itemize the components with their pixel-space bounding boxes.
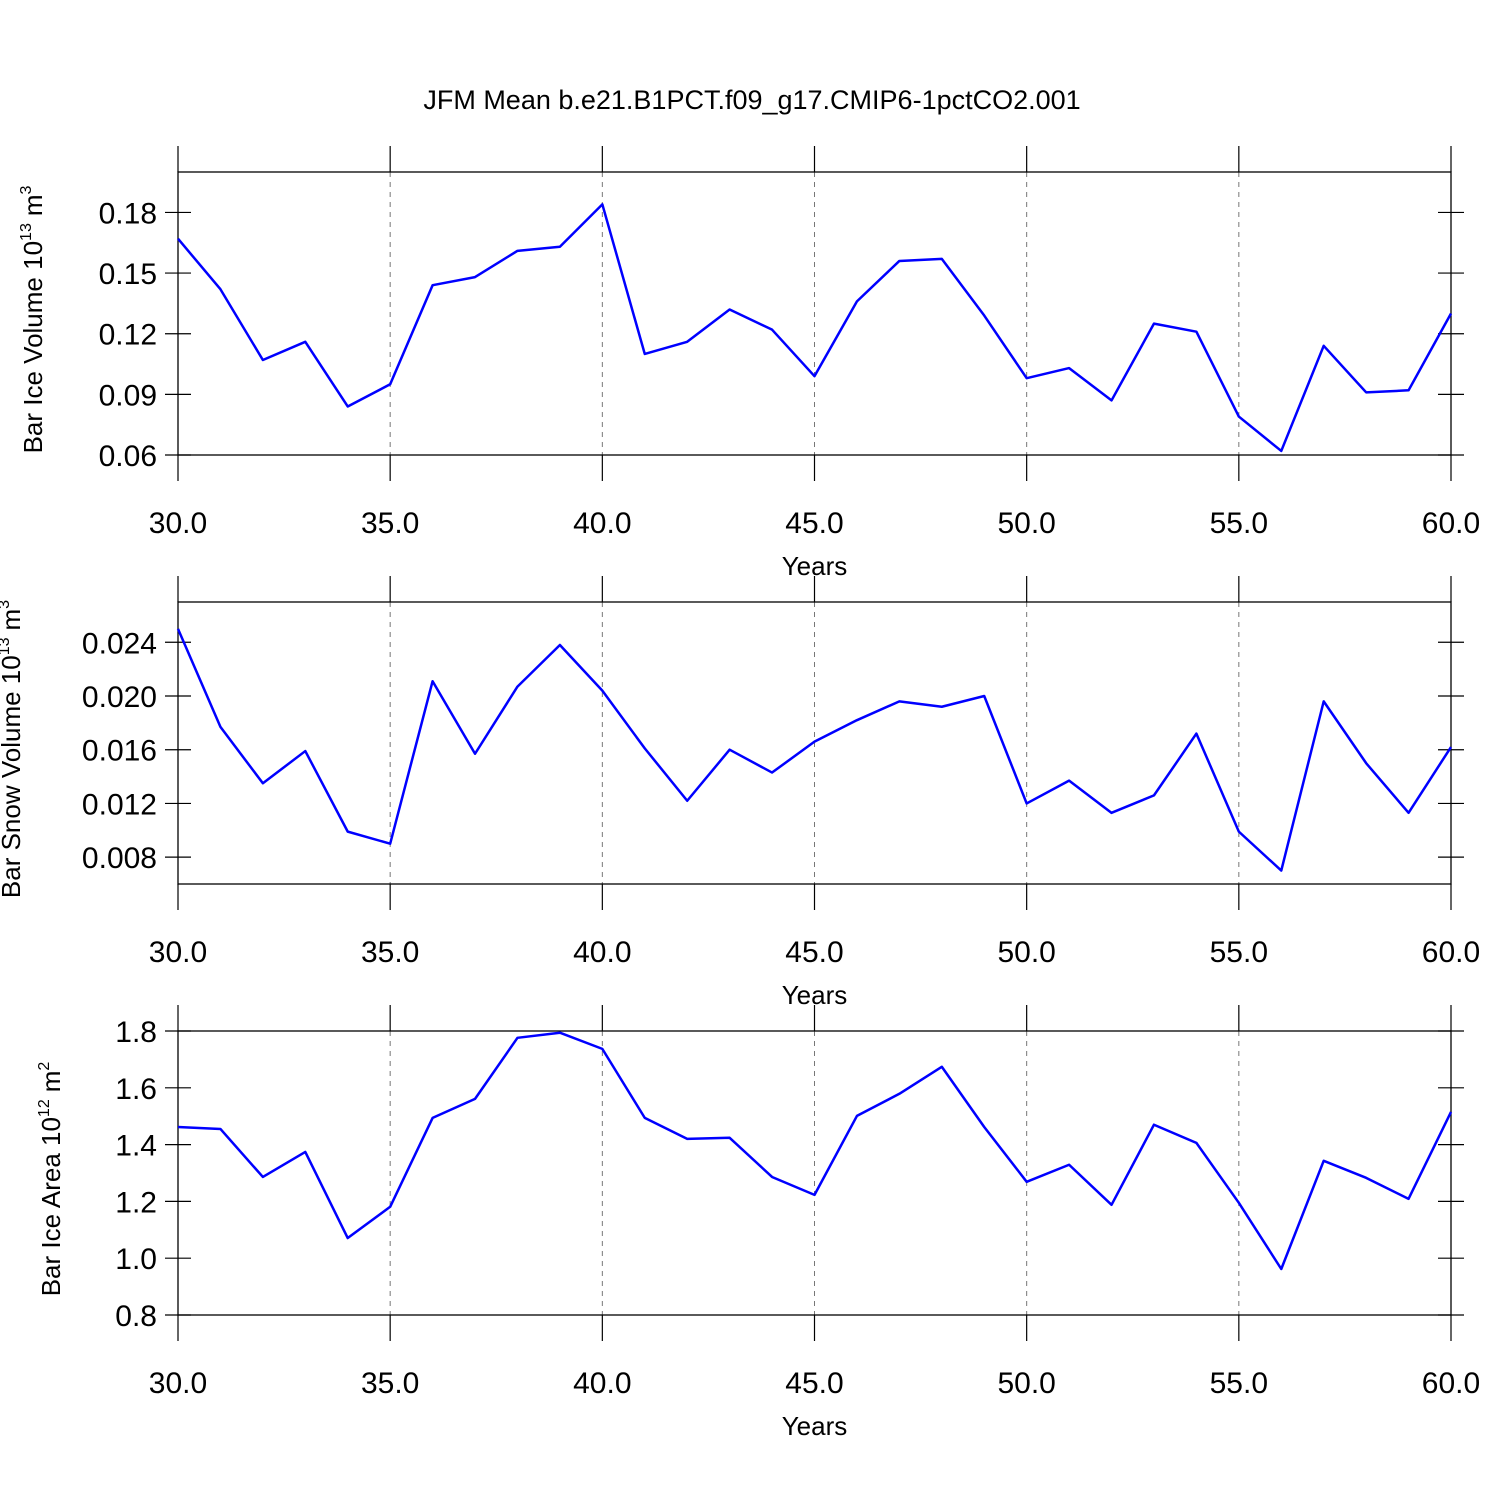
y-axis-title-exponent: 3	[0, 600, 13, 609]
y-axis-title-part: m	[36, 1071, 66, 1093]
y-tick-label: 1.4	[115, 1130, 157, 1163]
x-tick-label: 30.0	[149, 936, 207, 969]
x-tick-label: 55.0	[1210, 507, 1268, 540]
figure-title: JFM Mean b.e21.B1PCT.f09_g17.CMIP6-1pctC…	[423, 85, 1080, 115]
x-tick-label: 40.0	[573, 936, 631, 969]
y-axis-title-part: Bar Ice Area 10	[36, 1117, 66, 1296]
x-tick-label: 55.0	[1210, 936, 1268, 969]
y-axis-title: Bar Ice Area 1012 m2	[36, 1062, 66, 1297]
y-axis-title-part: Bar Snow Volume 10	[0, 655, 26, 898]
y-axis-title-exponent: 13	[18, 223, 35, 241]
y-tick-label: 0.020	[82, 681, 157, 714]
y-tick-label: 0.016	[82, 735, 157, 768]
y-tick-label: 0.008	[82, 842, 157, 875]
y-tick-label: 0.06	[99, 440, 157, 473]
x-tick-label: 35.0	[361, 1367, 419, 1400]
y-axis-title-exponent: 2	[36, 1062, 53, 1071]
y-tick-label: 1.0	[115, 1243, 157, 1276]
y-tick-label: 1.8	[115, 1016, 157, 1049]
y-axis-title: Bar Ice Volume 1013 m3	[18, 185, 48, 453]
x-tick-label: 55.0	[1210, 1367, 1268, 1400]
x-tick-label: 40.0	[573, 1367, 631, 1400]
data-line	[176, 628, 1453, 872]
x-tick-label: 40.0	[573, 507, 631, 540]
x-axis-title: Years	[782, 1411, 848, 1441]
x-tick-label: 30.0	[149, 507, 207, 540]
x-tick-label: 50.0	[997, 507, 1055, 540]
y-axis-title-exponent: 13	[0, 637, 13, 655]
x-tick-label: 60.0	[1422, 1367, 1480, 1400]
y-axis-title-part: m	[0, 609, 26, 631]
x-tick-label: 35.0	[361, 936, 419, 969]
y-tick-label: 0.024	[82, 627, 157, 660]
y-tick-label: 0.15	[99, 258, 157, 291]
x-tick-label: 45.0	[785, 1367, 843, 1400]
data-line	[177, 1031, 1453, 1271]
y-axis-title: Bar Snow Volume 1013 m3	[0, 600, 26, 898]
x-tick-label: 45.0	[785, 507, 843, 540]
y-tick-label: 0.09	[99, 379, 157, 412]
y-tick-label: 0.012	[82, 788, 157, 821]
plot-frame	[177, 601, 1452, 885]
x-tick-label: 50.0	[997, 936, 1055, 969]
y-axis-title-part: Bar Ice Volume 10	[18, 241, 48, 453]
y-tick-label: 1.2	[115, 1186, 157, 1219]
y-axis-title-exponent: 12	[36, 1099, 53, 1117]
x-tick-label: 45.0	[785, 936, 843, 969]
data-line	[177, 203, 1453, 453]
y-axis-title-exponent: 3	[18, 185, 35, 194]
x-tick-label: 50.0	[997, 1367, 1055, 1400]
x-tick-label: 60.0	[1422, 507, 1480, 540]
x-tick-label: 30.0	[149, 1367, 207, 1400]
y-tick-label: 0.12	[99, 319, 157, 352]
plot-frame	[177, 1030, 1452, 1316]
x-tick-label: 60.0	[1422, 936, 1480, 969]
y-tick-label: 1.6	[115, 1073, 157, 1106]
y-tick-label: 0.18	[99, 197, 157, 230]
x-tick-label: 35.0	[361, 507, 419, 540]
y-axis-title-part: m	[18, 194, 48, 216]
y-tick-label: 0.8	[115, 1300, 157, 1333]
